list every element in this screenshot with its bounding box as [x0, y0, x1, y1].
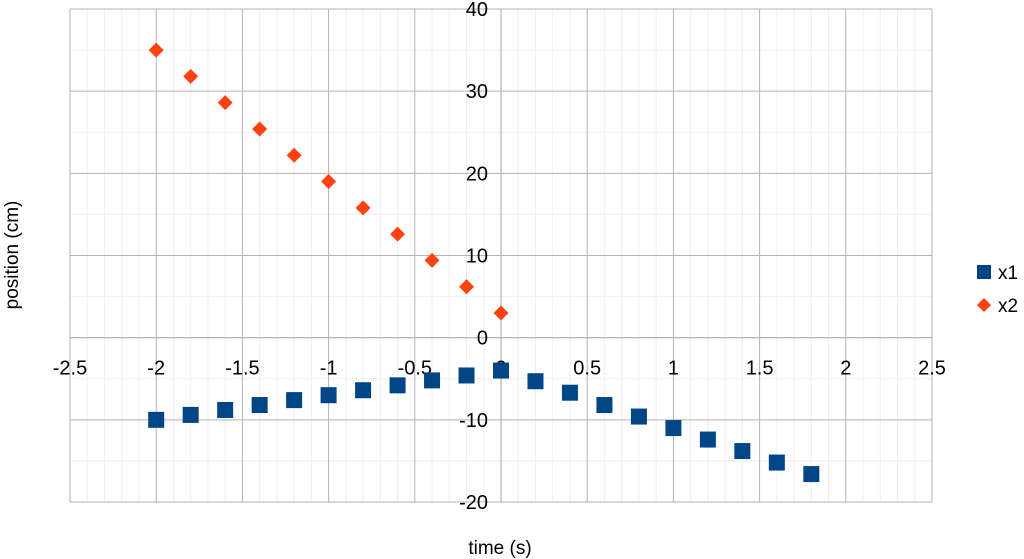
y-tick-label: 20	[466, 163, 488, 185]
data-point-x1	[630, 408, 647, 425]
x-tick-label: -2	[147, 358, 165, 380]
x-tick-label: -2.5	[53, 358, 87, 380]
legend-label-x1: x1	[998, 263, 1018, 284]
y-tick-label: 30	[466, 81, 488, 103]
axes	[70, 9, 932, 502]
data-point-x2	[217, 95, 233, 111]
x-tick-label: 1	[668, 358, 679, 380]
legend-marker-x2	[977, 298, 991, 312]
data-point-x1	[148, 411, 165, 428]
x-tick-label: 2.5	[918, 358, 946, 380]
data-point-x2	[286, 147, 302, 163]
y-axis-title: position (cm)	[2, 201, 23, 310]
data-point-x2	[355, 200, 371, 216]
y-tick-label: 40	[466, 0, 488, 21]
data-point-x1	[768, 454, 785, 471]
y-tick-label: -20	[459, 492, 488, 514]
data-point-x2	[424, 252, 440, 268]
data-point-x1	[527, 373, 544, 390]
legend: x1 x2	[977, 263, 1018, 317]
x-tick-label: -0.5	[398, 358, 432, 380]
data-point-x1	[355, 382, 372, 399]
data-point-x1	[320, 387, 337, 404]
data-point-x1	[699, 431, 716, 448]
data-point-x1	[458, 367, 475, 384]
data-point-x2	[493, 305, 509, 321]
data-point-x2	[390, 226, 406, 242]
data-point-x1	[493, 362, 509, 379]
y-tick-label: 10	[466, 246, 488, 268]
x-tick-label: 2	[840, 358, 851, 380]
data-point-x2	[148, 42, 164, 58]
x-axis-title: time (s)	[468, 538, 531, 559]
data-point-x2	[252, 121, 268, 137]
y-tick-label: -10	[459, 410, 488, 432]
data-point-x1	[596, 397, 613, 414]
x-tick-label: 0.5	[573, 358, 601, 380]
data-point-x1	[734, 443, 751, 460]
data-point-x2	[459, 279, 475, 295]
legend-marker-x1	[977, 265, 991, 279]
y-tick-label: 0	[477, 328, 488, 350]
data-point-x1	[251, 397, 268, 414]
data-points	[148, 42, 820, 483]
x-tick-label: -1	[320, 358, 338, 380]
data-point-x2	[321, 174, 337, 190]
data-point-x1	[182, 406, 199, 423]
data-point-x1	[803, 466, 820, 483]
data-point-x1	[389, 377, 406, 394]
data-point-x1	[424, 372, 441, 389]
x-tick-label: 1.5	[746, 358, 774, 380]
data-point-x1	[665, 420, 682, 437]
y-tick-labels: -20 -10 0 10 20 30 40	[459, 0, 488, 514]
data-point-x1	[217, 401, 234, 418]
data-point-x1	[561, 384, 578, 401]
x-tick-label: -1.5	[225, 358, 259, 380]
data-point-x1	[286, 392, 303, 409]
data-point-x2	[183, 68, 199, 84]
legend-label-x2: x2	[998, 296, 1018, 317]
